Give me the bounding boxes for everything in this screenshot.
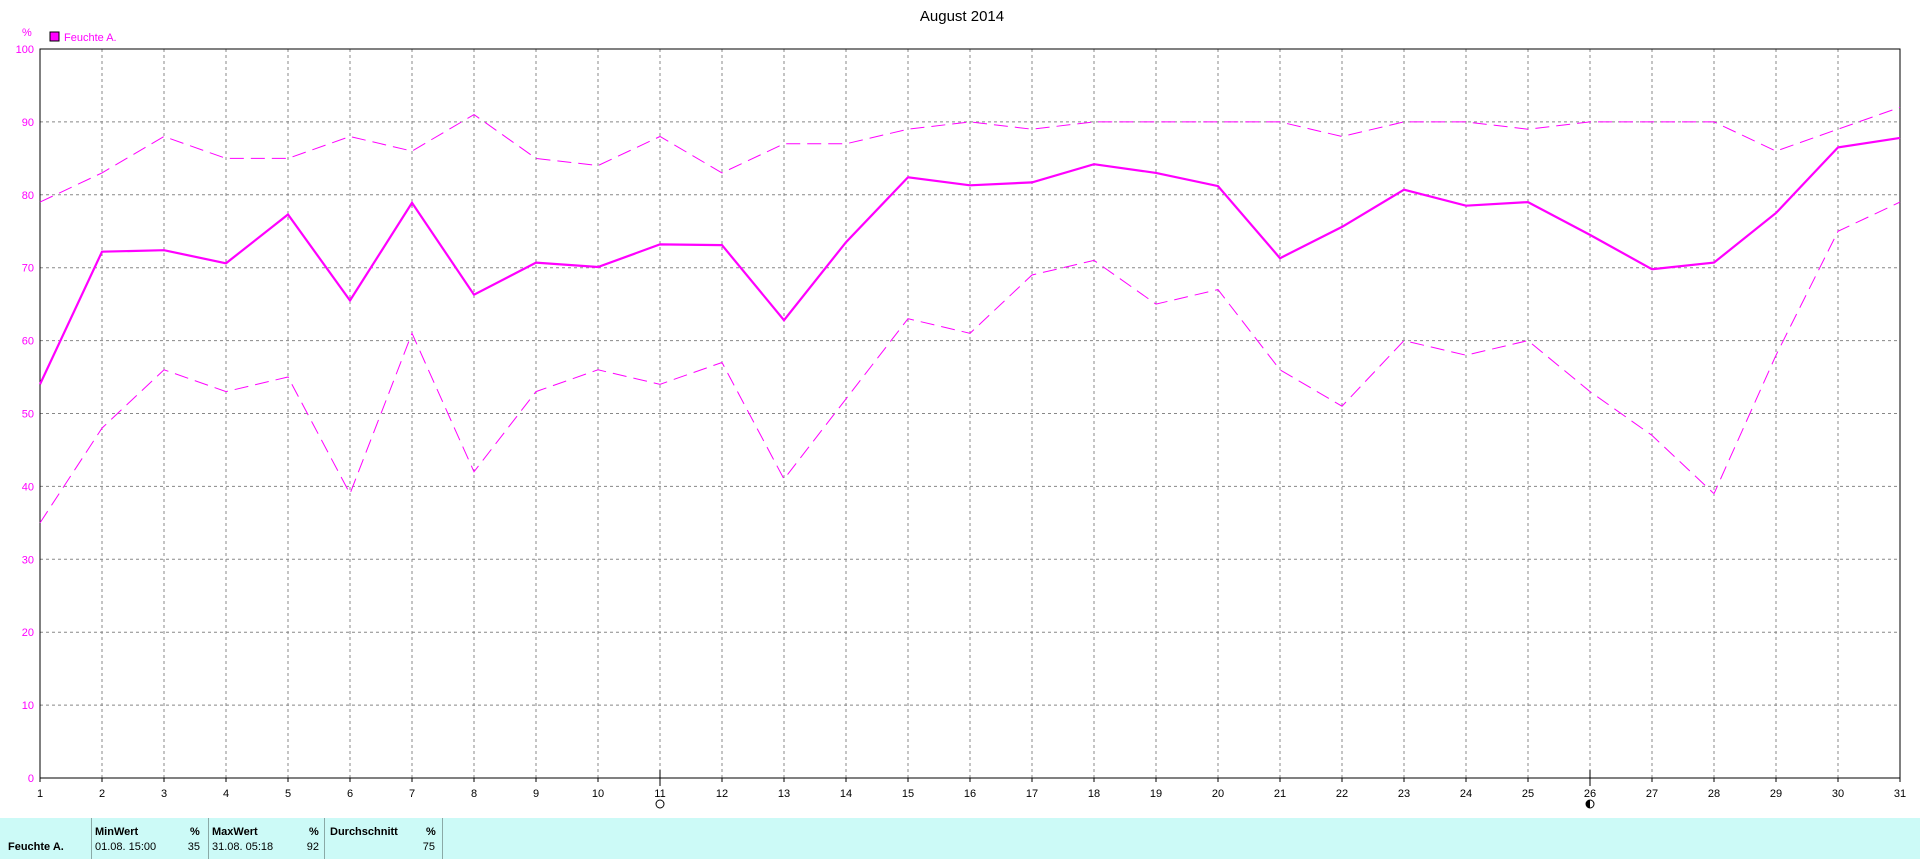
x-tick-label-7: 7	[409, 788, 415, 800]
chart-title: August 2014	[920, 8, 1004, 25]
summary-header-max: MaxWert	[212, 826, 258, 838]
plot-frame	[39, 48, 1901, 779]
y-tick-label-0: 0	[28, 773, 34, 785]
summary-value-min: 35	[187, 841, 200, 853]
summary-unit-min: %	[190, 826, 200, 838]
x-tick-label-13: 13	[778, 788, 790, 800]
x-tick-label-16: 16	[964, 788, 976, 800]
x-tick-label-29: 29	[1770, 788, 1782, 800]
y-tick-label-50: 50	[22, 409, 34, 421]
series-line-2	[39, 201, 1901, 524]
summary-value-avg: 75	[422, 841, 435, 853]
y-tick-label-10: 10	[22, 700, 34, 712]
x-tick-label-3: 3	[161, 788, 167, 800]
x-tick-label-23: 23	[1398, 788, 1410, 800]
x-tick-label-26: 26	[1584, 788, 1596, 800]
x-tick-label-6: 6	[347, 788, 353, 800]
x-tick-label-27: 27	[1646, 788, 1658, 800]
summary-row-label: Feuchte A.	[8, 841, 64, 853]
moon-phase-icon-0	[655, 799, 665, 809]
y-tick-label-70: 70	[22, 263, 34, 275]
y-tick-label-100: 100	[16, 44, 34, 56]
summary-time-max: 31.08. 05:18	[212, 841, 274, 853]
summary-col-avg: Durchschnitt % 75	[324, 818, 443, 859]
moon-phase-fill-1	[1586, 800, 1590, 808]
series-lines	[39, 106, 1901, 524]
x-tick-label-20: 20	[1212, 788, 1224, 800]
summary-header-avg: Durchschnitt	[330, 826, 398, 838]
x-tick-label-24: 24	[1460, 788, 1472, 800]
x-tick-label-2: 2	[99, 788, 105, 800]
x-tick-label-19: 19	[1150, 788, 1162, 800]
x-tick-label-4: 4	[223, 788, 229, 800]
x-tick-label-30: 30	[1832, 788, 1844, 800]
legend-swatch	[49, 31, 60, 42]
x-tick-label-21: 21	[1274, 788, 1286, 800]
x-tick-label-31: 31	[1894, 788, 1906, 800]
x-tick-label-28: 28	[1708, 788, 1720, 800]
y-axis-unit: %	[22, 27, 32, 39]
summary-unit-avg: %	[426, 826, 436, 838]
x-tick-label-9: 9	[533, 788, 539, 800]
y-tick-label-60: 60	[22, 336, 34, 348]
x-tick-label-5: 5	[285, 788, 291, 800]
x-tick-label-12: 12	[716, 788, 728, 800]
y-tick-label-30: 30	[22, 554, 34, 566]
humidity-chart: August 2014 % Feuchte A. 0 10 20 30 40 50 60 70…	[16, 8, 1906, 809]
summary-header-min: MinWert	[95, 826, 139, 838]
y-tick-label-90: 90	[22, 117, 34, 129]
x-tick-label-1: 1	[37, 788, 43, 800]
x-tick-label-15: 15	[902, 788, 914, 800]
phase-markers	[655, 770, 1595, 809]
series-line-0	[39, 136, 1901, 385]
summary-col-min: MinWert % 01.08. 15:00 35	[91, 818, 208, 859]
legend-label: Feuchte A.	[64, 32, 117, 44]
x-tick-label-17: 17	[1026, 788, 1038, 800]
summary-col-max: MaxWert % 31.08. 05:18 92	[208, 818, 325, 859]
series-line-1	[39, 106, 1901, 203]
x-tick-label-10: 10	[592, 788, 604, 800]
summary-unit-max: %	[309, 826, 319, 838]
summary-value-max: 92	[306, 841, 319, 853]
x-tick-label-8: 8	[471, 788, 477, 800]
y-tick-label-80: 80	[22, 190, 34, 202]
grid	[40, 49, 1900, 778]
x-tick-label-14: 14	[840, 788, 852, 800]
x-tick-label-18: 18	[1088, 788, 1100, 800]
summary-table: Feuchte A. MinWert % 01.08. 15:00 35 Max…	[0, 818, 1920, 859]
x-tick-label-25: 25	[1522, 788, 1534, 800]
summary-time-min: 01.08. 15:00	[95, 841, 157, 853]
x-tick-label-22: 22	[1336, 788, 1348, 800]
y-tick-label-20: 20	[22, 627, 34, 639]
x-tick-label-11: 11	[654, 788, 665, 800]
y-tick-label-40: 40	[22, 481, 34, 493]
